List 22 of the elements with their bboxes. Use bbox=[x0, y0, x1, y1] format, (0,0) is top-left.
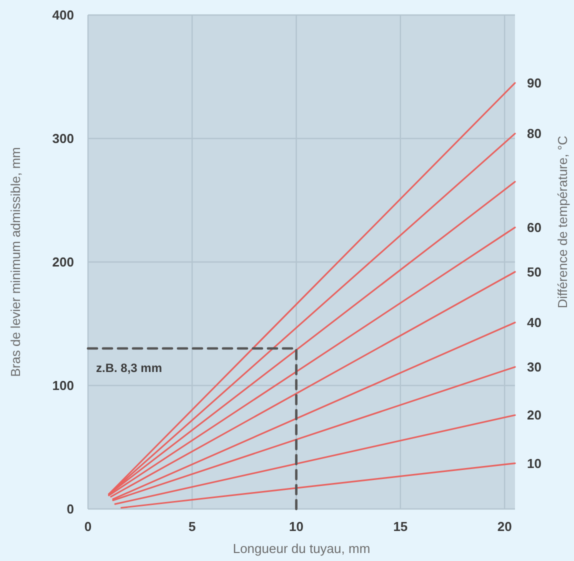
x-tick-label: 0 bbox=[84, 519, 92, 534]
y-tick-label: 100 bbox=[52, 378, 74, 394]
y2-axis-title: Différence de température, °C bbox=[555, 136, 570, 308]
y-tick-label: 300 bbox=[52, 131, 74, 146]
series-label: 90 bbox=[527, 75, 542, 90]
series-label: 10 bbox=[527, 456, 542, 471]
y-axis-title: Bras de levier minimum admissible, mm bbox=[8, 147, 23, 377]
x-tick-label: 10 bbox=[289, 519, 304, 534]
x-tick-label: 15 bbox=[393, 519, 408, 534]
x-axis-title: Longueur du tuyau, mm bbox=[232, 541, 370, 556]
y-tick-label: 0 bbox=[66, 502, 74, 517]
y-tick-label: 400 bbox=[52, 8, 74, 23]
series-label: 40 bbox=[527, 315, 542, 330]
series-label: 80 bbox=[527, 126, 542, 142]
x-tick-label: 5 bbox=[188, 519, 196, 534]
y-tick-label: 200 bbox=[52, 254, 74, 270]
annotation: z.B. 8,3 mm bbox=[96, 361, 162, 375]
x-tick-label: 20 bbox=[497, 519, 512, 534]
series-label: 20 bbox=[527, 408, 542, 423]
series-label: 30 bbox=[527, 360, 542, 375]
series-label: 60 bbox=[527, 220, 542, 235]
series-label: 50 bbox=[527, 264, 542, 280]
